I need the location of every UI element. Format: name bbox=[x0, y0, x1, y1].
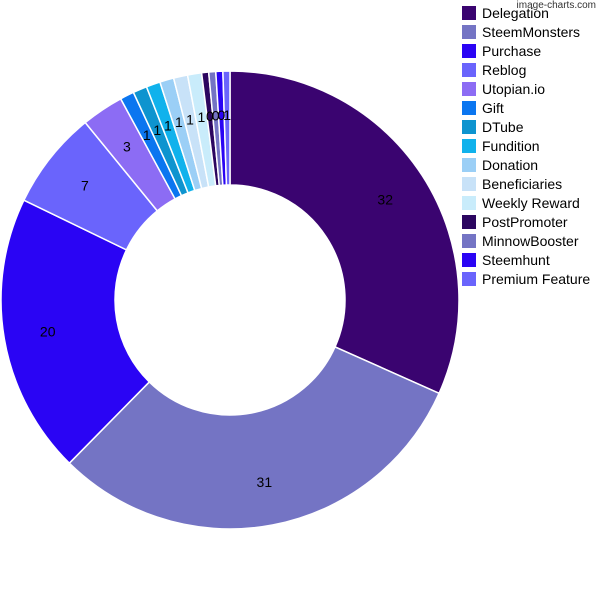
legend-swatch bbox=[462, 233, 476, 248]
legend-label: SteemMonsters bbox=[482, 23, 581, 40]
legend-swatch bbox=[462, 100, 476, 115]
label-utopian-io: 3 bbox=[123, 138, 131, 154]
label-dtube: 1 bbox=[153, 122, 161, 138]
label-gift: 1 bbox=[143, 127, 151, 143]
slice-steemmonsters bbox=[68, 345, 441, 530]
chart-legend: Delegation SteemMonsters Purchase Reblog Uto… bbox=[462, 3, 590, 288]
label-weekly-reward: 1 bbox=[197, 109, 205, 125]
legend-swatch bbox=[462, 176, 476, 191]
legend-item-beneficiaries: Beneficiaries bbox=[462, 174, 590, 193]
legend-label: Purchase bbox=[482, 42, 542, 59]
legend-swatch bbox=[462, 24, 476, 39]
legend-label: Weekly Reward bbox=[482, 194, 580, 211]
legend-item-steemmonsters: SteemMonsters bbox=[462, 22, 590, 41]
label-donation: 1 bbox=[175, 114, 183, 130]
legend-label: Gift bbox=[482, 99, 504, 116]
legend-label: DTube bbox=[482, 118, 524, 135]
label-postpromoter: 0 bbox=[206, 108, 214, 124]
legend-swatch bbox=[462, 271, 476, 286]
label-steemmonsters: 31 bbox=[257, 474, 273, 490]
legend-label: PostPromoter bbox=[482, 213, 568, 230]
legend-swatch bbox=[462, 119, 476, 134]
legend-label: Premium Feature bbox=[482, 270, 591, 287]
legend-item-minnowbooster: MinnowBooster bbox=[462, 231, 590, 250]
label-reblog: 7 bbox=[81, 177, 89, 193]
legend-item-gift: Gift bbox=[462, 98, 590, 117]
label-delegation: 32 bbox=[377, 191, 393, 207]
legend-swatch bbox=[462, 157, 476, 172]
legend-swatch bbox=[462, 138, 476, 153]
legend-item-delegation: Delegation bbox=[462, 3, 590, 22]
legend-swatch bbox=[462, 43, 476, 58]
legend-item-utopian-io: Utopian.io bbox=[462, 79, 590, 98]
legend-label: Utopian.io bbox=[482, 80, 546, 97]
label-premium-feature: 1 bbox=[223, 107, 231, 123]
legend-item-weekly-reward: Weekly Reward bbox=[462, 193, 590, 212]
legend-label: Reblog bbox=[482, 61, 527, 78]
slice-premium-feature bbox=[222, 70, 231, 186]
label-fundition: 1 bbox=[164, 118, 172, 134]
legend-label: MinnowBooster bbox=[482, 232, 579, 249]
legend-label: Steemhunt bbox=[482, 251, 550, 268]
legend-swatch bbox=[462, 214, 476, 229]
legend-item-purchase: Purchase bbox=[462, 41, 590, 60]
legend-swatch bbox=[462, 62, 476, 77]
donut-slices bbox=[0, 70, 460, 530]
legend-label: Delegation bbox=[482, 4, 549, 21]
legend-item-dtube: DTube bbox=[462, 117, 590, 136]
label-purchase: 20 bbox=[40, 323, 56, 339]
legend-item-donation: Donation bbox=[462, 155, 590, 174]
legend-item-fundition: Fundition bbox=[462, 136, 590, 155]
legend-label: Fundition bbox=[482, 137, 540, 154]
legend-swatch bbox=[462, 195, 476, 210]
legend-item-postpromoter: PostPromoter bbox=[462, 212, 590, 231]
slice-delegation bbox=[229, 70, 460, 395]
legend-swatch bbox=[462, 5, 476, 20]
legend-label: Beneficiaries bbox=[482, 175, 563, 192]
legend-swatch bbox=[462, 252, 476, 267]
legend-swatch bbox=[462, 81, 476, 96]
slice-purchase bbox=[0, 199, 151, 465]
legend-item-premium-feature: Premium Feature bbox=[462, 269, 590, 288]
legend-item-reblog: Reblog bbox=[462, 60, 590, 79]
legend-label: Donation bbox=[482, 156, 539, 173]
label-steemhunt: 0 bbox=[217, 107, 225, 123]
label-beneficiaries: 1 bbox=[186, 111, 194, 127]
watermark-text: image-charts.com bbox=[516, 0, 596, 11]
legend-item-steemhunt: Steemhunt bbox=[462, 250, 590, 269]
label-minnowbooster: 0 bbox=[212, 108, 220, 124]
